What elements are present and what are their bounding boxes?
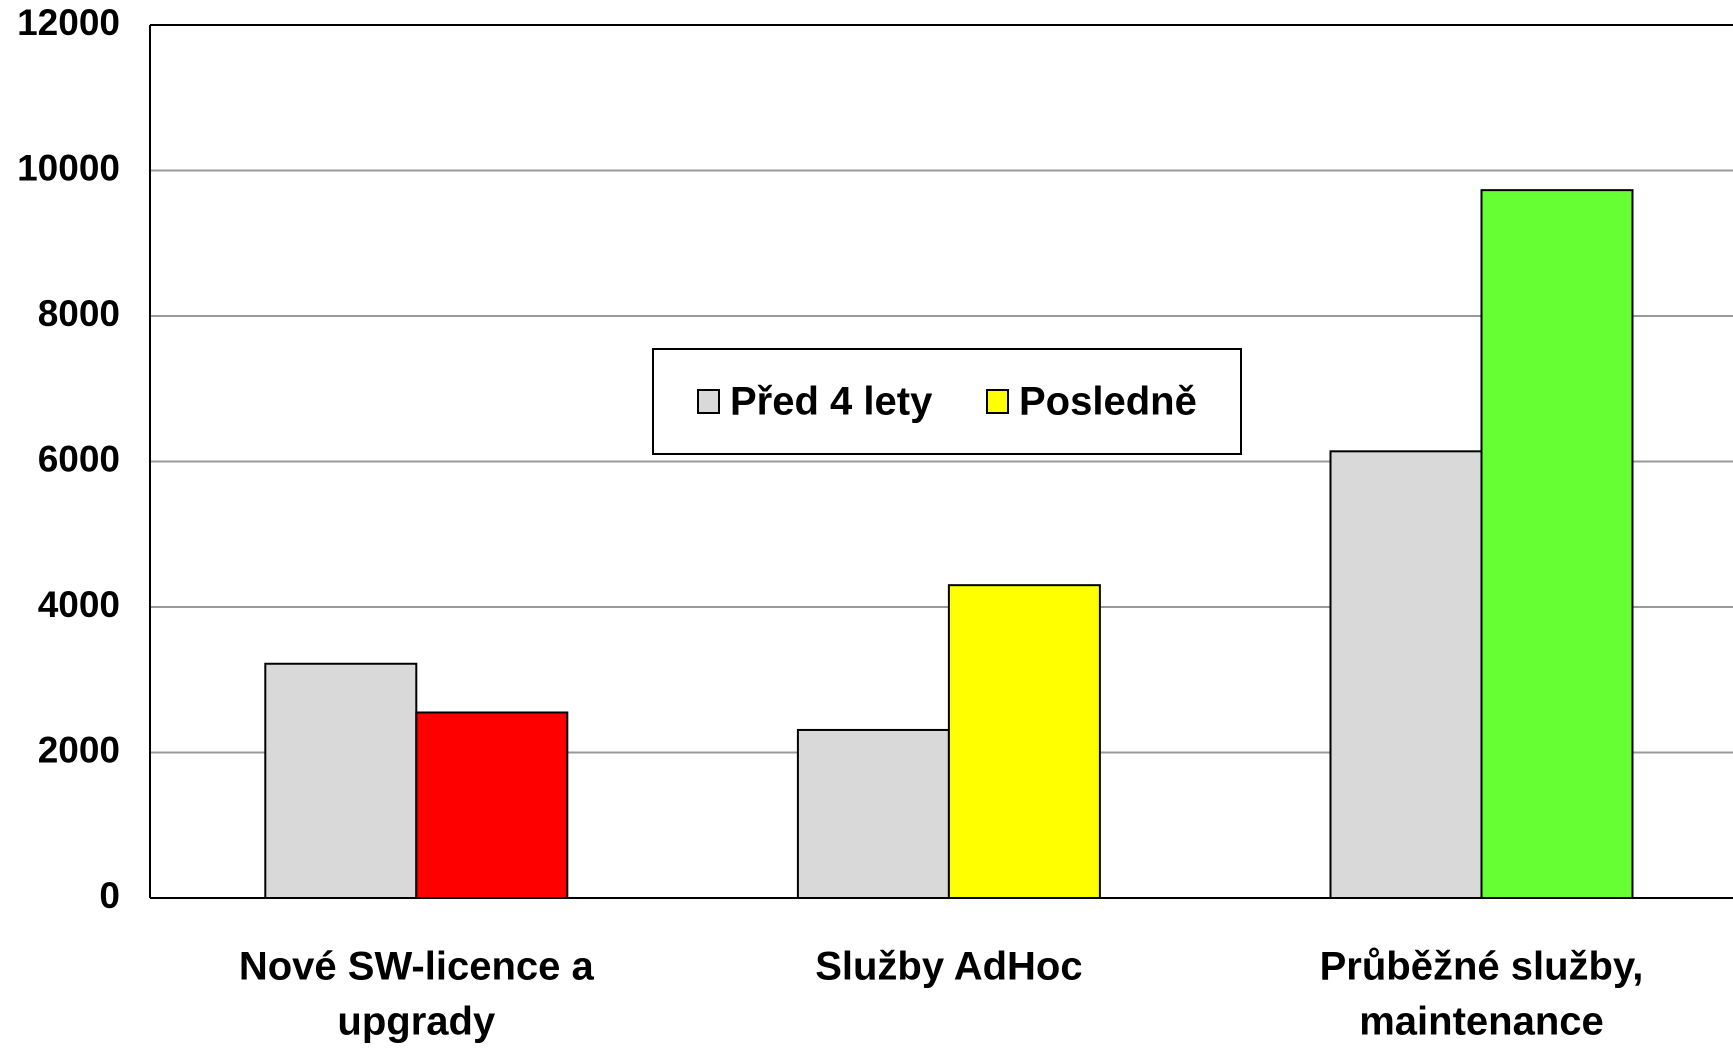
x-tick-label: maintenance	[1359, 1000, 1604, 1044]
x-tick-label: Nové SW-licence a	[239, 945, 595, 989]
bar	[1480, 189, 1634, 899]
bar	[415, 711, 569, 899]
y-tick-label: 6000	[38, 438, 120, 479]
y-tick-label: 10000	[17, 147, 120, 188]
y-tick-label: 2000	[38, 729, 120, 770]
x-tick-label: upgrady	[337, 1000, 496, 1044]
legend-label: Posledně	[1019, 380, 1197, 424]
x-tick-label: Služby AdHoc	[815, 945, 1082, 989]
bar	[1329, 450, 1483, 899]
y-tick-label: 0	[99, 875, 120, 916]
y-tick-label: 8000	[38, 293, 120, 334]
x-tick-label: Průběžné služby,	[1320, 945, 1644, 989]
y-tick-label: 12000	[17, 2, 120, 43]
legend-swatch	[986, 389, 1009, 414]
bar	[264, 662, 418, 899]
bar	[796, 728, 950, 900]
bar	[947, 584, 1101, 899]
legend-swatch	[697, 389, 720, 414]
legend-box	[652, 348, 1242, 455]
legend-label: Před 4 lety	[730, 380, 933, 424]
y-tick-label: 4000	[38, 584, 120, 625]
